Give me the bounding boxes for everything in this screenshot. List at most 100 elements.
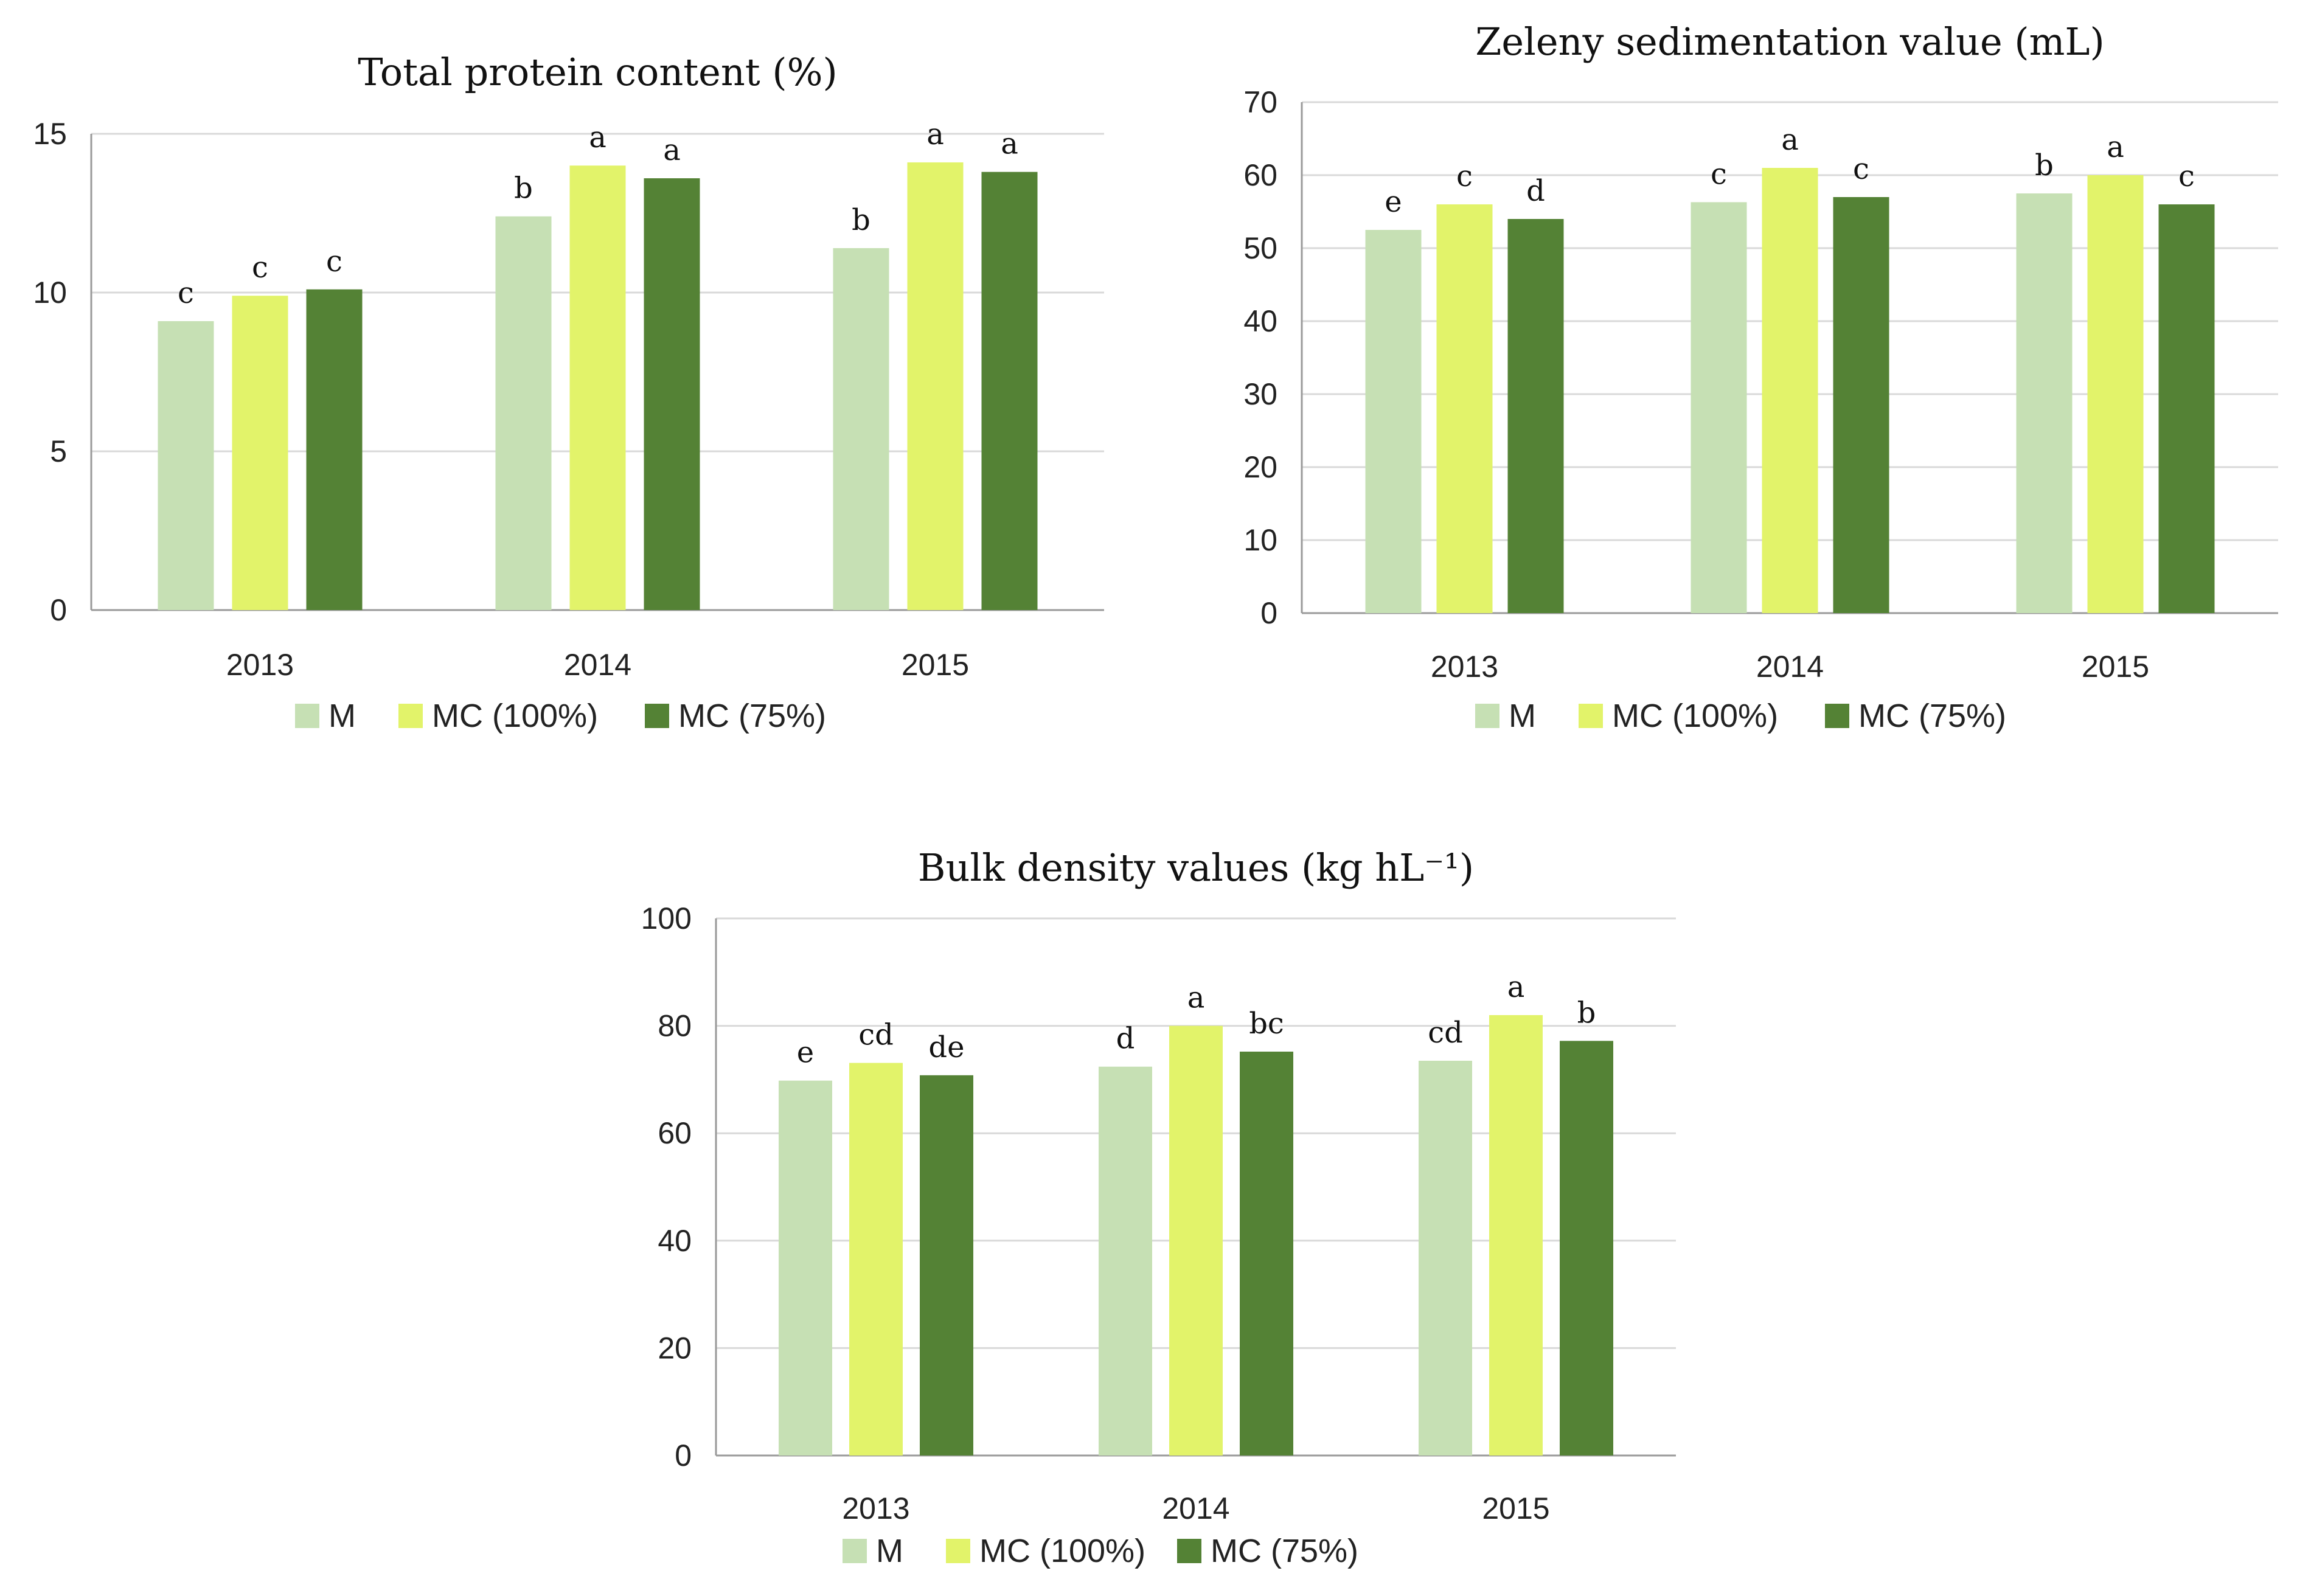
chart-3-significance-label: cd bbox=[1428, 1016, 1463, 1050]
chart-2-y-tick-label: 60 bbox=[1243, 158, 1277, 192]
chart-1-legend-swatch bbox=[295, 704, 319, 728]
chart-3-significance-label: a bbox=[1187, 981, 1205, 1015]
chart-2-bar bbox=[2158, 204, 2215, 613]
chart-2-significance-label: c bbox=[1853, 152, 1869, 186]
chart-1-bar bbox=[495, 216, 552, 611]
chart-3-x-tick-label: 2014 bbox=[1162, 1491, 1229, 1525]
chart-2-significance-label: c bbox=[2178, 159, 2195, 193]
chart-3-x-tick-label: 2015 bbox=[1482, 1491, 1549, 1525]
chart-2-y-tick-label: 10 bbox=[1243, 523, 1277, 557]
chart-3-legend-swatch bbox=[946, 1539, 970, 1563]
chart-2-significance-label: d bbox=[1526, 174, 1545, 208]
chart-1-y-tick-label: 10 bbox=[33, 276, 67, 310]
chart-3-bar bbox=[1240, 1051, 1293, 1455]
chart-1-significance-label: b bbox=[852, 203, 870, 237]
chart-2-y-tick-label: 70 bbox=[1243, 85, 1277, 119]
chart-2-legend-label: MC (100%) bbox=[1612, 698, 1778, 734]
chart-3-significance-label: cd bbox=[858, 1018, 894, 1052]
chart-2-x-tick-label: 2013 bbox=[1431, 650, 1498, 684]
chart-1-bar bbox=[232, 296, 288, 611]
chart-1-bar bbox=[306, 289, 363, 610]
chart-3-bar bbox=[920, 1075, 973, 1455]
chart-3-legend-swatch bbox=[843, 1539, 867, 1563]
chart-3-bar bbox=[1419, 1060, 1472, 1455]
chart-3-y-tick-label: 0 bbox=[675, 1438, 692, 1473]
chart-2-significance-label: c bbox=[1456, 159, 1473, 193]
chart-1-bar bbox=[907, 162, 964, 611]
chart-1-legend-swatch bbox=[645, 704, 669, 728]
chart-1-bar bbox=[644, 178, 700, 611]
chart-2-y-tick-label: 30 bbox=[1243, 377, 1277, 411]
chart-3-bar bbox=[1169, 1025, 1223, 1455]
chart-1-legend-swatch bbox=[398, 704, 423, 728]
chart-3-bar bbox=[779, 1080, 832, 1455]
chart-3-y-tick-label: 80 bbox=[658, 1009, 692, 1043]
chart-3-y-tick-label: 60 bbox=[658, 1116, 692, 1150]
chart-2-bar bbox=[1507, 219, 1564, 613]
chart-3-significance-label: b bbox=[1577, 996, 1596, 1030]
chart-2-y-tick-label: 50 bbox=[1243, 231, 1277, 265]
chart-2-significance-label: a bbox=[1781, 123, 1799, 157]
chart-2-bar bbox=[1365, 230, 1422, 613]
chart-2-bar bbox=[1691, 202, 1747, 613]
chart-3-bar bbox=[1560, 1041, 1613, 1455]
chart-3-significance-label: a bbox=[1507, 970, 1525, 1004]
chart-1-significance-label: c bbox=[178, 276, 194, 310]
chart-3-legend-label: M bbox=[876, 1533, 903, 1569]
chart-3-bar bbox=[1099, 1066, 1152, 1455]
chart-3-legend-label: MC (75%) bbox=[1211, 1533, 1358, 1569]
chart-2-bar bbox=[2087, 175, 2144, 613]
chart-2-legend-swatch bbox=[1579, 704, 1603, 728]
chart-3-title: Bulk density values (kg hL⁻¹) bbox=[918, 845, 1474, 890]
chart-2-bar bbox=[1833, 197, 1889, 613]
chart-2-bar bbox=[2016, 193, 2073, 613]
chart-1-bar bbox=[981, 172, 1038, 610]
chart-1-significance-label: a bbox=[589, 120, 606, 154]
chart-1-significance-label: a bbox=[663, 133, 681, 167]
chart-3-significance-label: de bbox=[928, 1030, 964, 1064]
chart-1-title: Total protein content (%) bbox=[358, 50, 837, 94]
chart-2-x-tick-label: 2015 bbox=[2082, 650, 2149, 684]
chart-1-legend-label: MC (100%) bbox=[432, 698, 598, 734]
chart-2-y-tick-label: 20 bbox=[1243, 450, 1277, 484]
chart-1-significance-label: c bbox=[252, 251, 268, 285]
chart-3-y-tick-label: 20 bbox=[658, 1331, 692, 1365]
chart-1-x-tick-label: 2014 bbox=[564, 648, 631, 682]
chart-3-y-tick-label: 40 bbox=[658, 1224, 692, 1258]
chart-2-y-tick-label: 40 bbox=[1243, 304, 1277, 338]
chart-2-legend-swatch bbox=[1475, 704, 1499, 728]
chart-2-x-tick-label: 2014 bbox=[1756, 650, 1824, 684]
chart-1-y-tick-label: 0 bbox=[50, 593, 67, 627]
chart-1-significance-label: c bbox=[326, 245, 342, 279]
chart-2-significance-label: b bbox=[2035, 148, 2054, 182]
chart-3-significance-label: e bbox=[797, 1036, 814, 1070]
chart-1-significance-label: b bbox=[514, 172, 533, 206]
chart-2-title: Zeleny sedimentation value (mL) bbox=[1475, 19, 2104, 64]
chart-2-legend-label: M bbox=[1509, 698, 1536, 734]
chart-2-bar bbox=[1436, 204, 1493, 613]
chart-3-significance-label: bc bbox=[1249, 1007, 1284, 1041]
chart-2-bar bbox=[1762, 168, 1818, 613]
chart-3-y-tick-label: 100 bbox=[641, 901, 692, 935]
chart-2-significance-label: c bbox=[1711, 157, 1727, 191]
chart-1-bar bbox=[833, 248, 889, 610]
chart-2-legend-label: MC (75%) bbox=[1858, 698, 2006, 734]
chart-2-legend-swatch bbox=[1825, 704, 1849, 728]
chart-1-bar bbox=[569, 165, 626, 610]
chart-3-bar bbox=[849, 1063, 903, 1455]
chart-2-significance-label: a bbox=[2107, 130, 2124, 164]
chart-1-y-tick-label: 15 bbox=[33, 117, 67, 151]
chart-2-significance-label: e bbox=[1385, 185, 1402, 219]
chart-3-legend-swatch bbox=[1177, 1539, 1201, 1563]
chart-1-x-tick-label: 2015 bbox=[902, 648, 969, 682]
chart-1-significance-label: a bbox=[1001, 127, 1018, 161]
chart-2-y-tick-label: 0 bbox=[1260, 596, 1277, 630]
chart-1-legend-label: M bbox=[328, 698, 356, 734]
chart-3-x-tick-label: 2013 bbox=[842, 1491, 909, 1525]
chart-1-significance-label: a bbox=[926, 117, 944, 151]
chart-1-bar bbox=[158, 321, 214, 610]
chart-1-x-tick-label: 2013 bbox=[226, 648, 294, 682]
chart-3-bar bbox=[1489, 1015, 1543, 1455]
chart-3-legend-label: MC (100%) bbox=[979, 1533, 1145, 1569]
